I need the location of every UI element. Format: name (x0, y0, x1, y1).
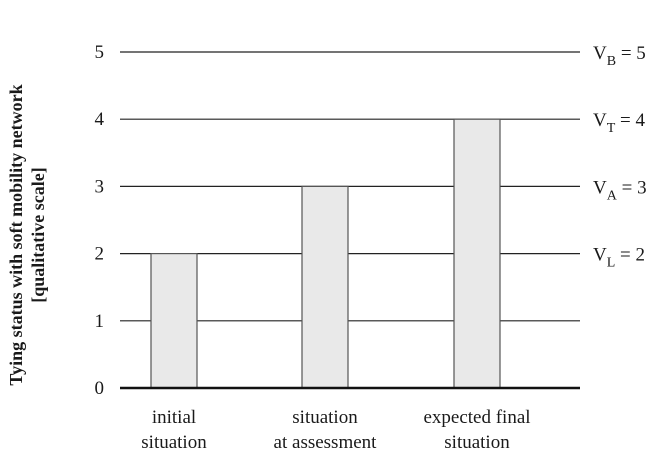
bar-2 (301, 185, 349, 389)
category-labels: initial situation situation at assessment ex… (141, 407, 530, 453)
category-label-2: situation at assessment (274, 407, 378, 453)
bar-1 (150, 253, 198, 389)
bar-3 (453, 118, 501, 389)
y-tick-label-3: 3 (95, 176, 105, 197)
y-tick-label-0: 0 (95, 378, 105, 399)
reference-label-b: VB = 5 (593, 43, 646, 69)
y-tick-label-2: 2 (95, 244, 105, 265)
reference-label-t: VT = 4 (593, 110, 646, 136)
y-tick-labels: 0 1 2 3 4 5 (95, 42, 105, 399)
y-tick-label-4: 4 (95, 109, 105, 130)
category-label-1: initial situation (141, 407, 207, 453)
reference-level-labels: VB = 5 VT = 4 VA = 3 VL = 2 (593, 43, 647, 271)
category-label-3: expected final situation (423, 407, 530, 453)
reference-label-l: VL = 2 (593, 245, 645, 271)
bars (150, 118, 501, 389)
y-tick-label-5: 5 (95, 42, 105, 63)
reference-label-a: VA = 3 (593, 177, 647, 203)
y-tick-label-1: 1 (95, 311, 105, 332)
y-axis-title: Tying status with soft mobility network[… (6, 84, 48, 385)
